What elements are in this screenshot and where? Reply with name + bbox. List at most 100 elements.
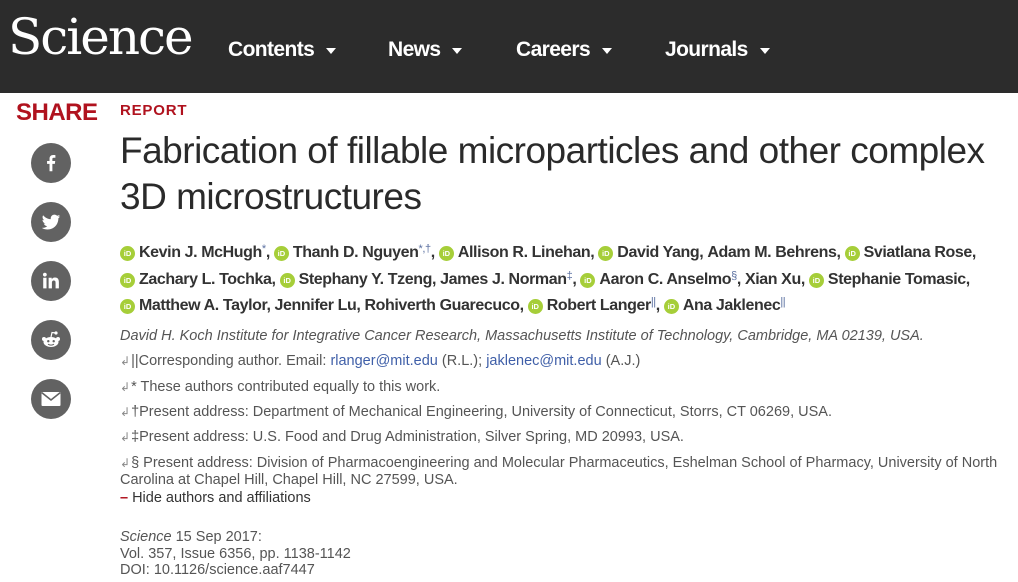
author-name: Sviatlana Rose	[863, 244, 973, 261]
author[interactable]: iD Ana Jaklenec||	[663, 296, 786, 314]
author-name: James J. Norman	[440, 270, 567, 288]
citation-doi[interactable]: DOI: 10.1126/science.aaf7447	[120, 562, 315, 578]
author-name: Aaron C. Anselmo	[599, 270, 732, 288]
orcid-icon[interactable]: iD	[438, 246, 454, 261]
nav-careers[interactable]: Careers	[516, 38, 613, 62]
author-name: Adam M. Behrens	[707, 244, 837, 261]
author[interactable]: iD Sviatlana Rose,	[844, 244, 976, 261]
author-name: David Yang	[617, 244, 700, 261]
author[interactable]: Jennifer Lu,	[274, 297, 365, 314]
share-email-button[interactable]	[31, 379, 71, 419]
email-link-jaklenec[interactable]: jaklenec@mit.edu	[486, 353, 602, 369]
author-footnote-marker[interactable]: ‡	[566, 269, 573, 282]
orcid-icon[interactable]: iD	[527, 299, 543, 314]
science-logo[interactable]: Science	[8, 8, 194, 66]
author-list: iD Kevin J. McHugh*, iD Thanh D. Nguyen*,†…	[120, 240, 1000, 320]
return-icon: ↲	[120, 430, 131, 444]
author[interactable]: iD Thanh D. Nguyen*,†,	[273, 243, 439, 261]
email-link-langer[interactable]: rlanger@mit.edu	[330, 353, 438, 369]
orcid-icon[interactable]: iD	[120, 299, 135, 314]
author-footnote-marker[interactable]: *,†	[418, 243, 431, 255]
return-icon: ↲	[120, 405, 131, 419]
author[interactable]: iD David Yang,	[598, 244, 707, 261]
orcid-icon[interactable]: iD	[273, 246, 289, 261]
share-twitter-button[interactable]	[31, 202, 71, 242]
author[interactable]: iD Kevin J. McHugh*,	[120, 244, 274, 261]
email-icon	[41, 391, 61, 406]
share-linkedin-button[interactable]	[31, 261, 71, 301]
author[interactable]: iD Matthew A. Taylor,	[120, 297, 275, 314]
author-footnote-marker[interactable]: *	[261, 243, 266, 255]
nav-journals-label: Journals	[665, 38, 748, 61]
site-header: Science Contents News Careers Journals	[0, 0, 1018, 93]
author[interactable]: iD Allison R. Linehan,	[438, 244, 598, 261]
author[interactable]: iD Stephany Y. Tzeng,	[279, 270, 440, 288]
corresponding-suffix: (A.J.)	[601, 353, 641, 369]
orcid-icon[interactable]: iD	[844, 246, 860, 261]
orcid-icon[interactable]: iD	[580, 272, 596, 288]
article-type: REPORT	[120, 102, 188, 119]
orcid-icon[interactable]: iD	[120, 246, 135, 261]
author[interactable]: iD Robert Langer||,	[527, 296, 664, 314]
author-name: Stephany Y. Tzeng	[298, 270, 433, 288]
section-note: ↲§ Present address: Division of Pharmaco…	[120, 455, 1000, 489]
orcid-icon[interactable]: iD	[663, 299, 679, 314]
double-dagger-note-text: ‡Present address: U.S. Food and Drug Adm…	[131, 429, 684, 445]
author-name: Ana Jaklenec	[682, 297, 781, 314]
author[interactable]: Xian Xu,	[744, 270, 809, 288]
orcid-icon[interactable]: iD	[808, 272, 824, 288]
equal-note-text: * These authors contributed equally to t…	[131, 379, 441, 395]
author[interactable]: iD Stephanie Tomasic,	[808, 270, 970, 288]
author-footnote-marker[interactable]: ||	[650, 296, 656, 308]
dagger-note-text: †Present address: Department of Mechanic…	[131, 404, 832, 420]
nav-contents[interactable]: Contents	[228, 38, 337, 62]
return-icon: ↲	[120, 456, 131, 470]
citation: Science 15 Sep 2017: Vol. 357, Issue 635…	[120, 529, 351, 579]
author[interactable]: James J. Norman‡,	[440, 269, 581, 288]
nav-news-label: News	[388, 38, 441, 61]
article-title: Fabrication of fillable microparticles a…	[120, 130, 985, 217]
orcid-icon[interactable]: iD	[120, 272, 135, 288]
publication-date: 15 Sep 2017:	[171, 529, 262, 545]
share-reddit-button[interactable]	[31, 320, 71, 360]
author[interactable]: Adam M. Behrens,	[707, 244, 845, 261]
orcid-icon[interactable]: iD	[598, 246, 614, 261]
author[interactable]: Rohiverth Guarecuco,	[364, 297, 528, 314]
chevron-down-icon	[326, 48, 337, 54]
equal-contribution-note: ↲* These authors contributed equally to …	[120, 379, 1000, 396]
author[interactable]: iD Zachary L. Tochka,	[120, 271, 280, 288]
hide-authors-toggle[interactable]: – Hide authors and affiliations	[120, 490, 311, 506]
author-name: Allison R. Linehan	[457, 244, 591, 261]
author-name: Kevin J. McHugh	[139, 244, 262, 261]
affiliation: David H. Koch Institute for Integrative …	[120, 328, 924, 344]
return-icon: ↲	[120, 354, 131, 368]
author-name: Rohiverth Guarecuco	[364, 297, 520, 314]
hide-authors-label: Hide authors and affiliations	[132, 490, 311, 506]
journal-name: Science	[120, 529, 172, 545]
orcid-icon[interactable]: iD	[279, 272, 295, 288]
nav-contents-label: Contents	[228, 38, 315, 61]
citation-volume: Vol. 357, Issue 6356, pp. 1138-1142	[120, 545, 351, 562]
section-note-text: § Present address: Division of Pharmacoe…	[120, 455, 998, 488]
author-footnote-marker[interactable]: ||	[780, 296, 786, 308]
dagger-note: ↲†Present address: Department of Mechani…	[120, 404, 1000, 421]
citation-line-journal: Science 15 Sep 2017:	[120, 529, 351, 546]
linkedin-icon	[42, 272, 59, 289]
double-dagger-note: ↲‡Present address: U.S. Food and Drug Ad…	[120, 429, 1000, 446]
return-icon: ↲	[120, 380, 131, 394]
share-facebook-button[interactable]	[31, 143, 71, 183]
nav-news[interactable]: News	[388, 38, 463, 62]
share-label: SHARE	[16, 99, 98, 126]
chevron-down-icon	[452, 48, 463, 54]
corresponding-mid: (R.L.);	[437, 353, 487, 369]
author-name: Zachary L. Tochka	[139, 270, 272, 288]
author[interactable]: iD Aaron C. Anselmo§,	[580, 269, 745, 288]
facebook-icon	[47, 155, 56, 172]
nav-journals[interactable]: Journals	[665, 38, 770, 62]
author-footnote-marker[interactable]: §	[731, 269, 737, 282]
author-name: Jennifer Lu	[274, 297, 357, 314]
collapse-icon: –	[120, 490, 129, 506]
chevron-down-icon	[602, 48, 613, 54]
author-name: Stephanie Tomasic	[827, 270, 966, 288]
chevron-down-icon	[759, 48, 770, 54]
